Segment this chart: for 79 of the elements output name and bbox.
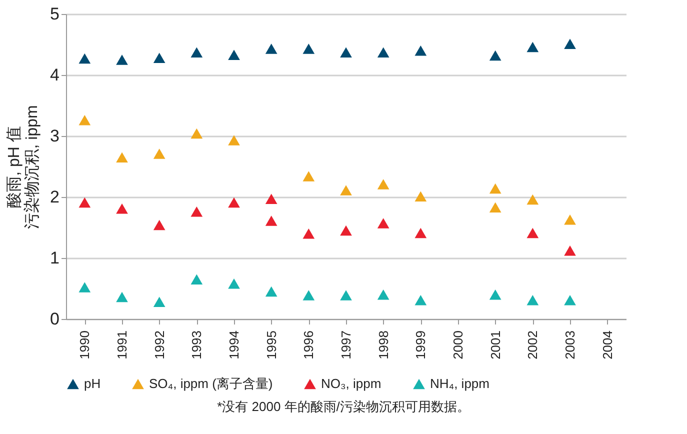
point <box>78 53 91 64</box>
point <box>228 278 240 289</box>
point <box>153 52 166 64</box>
point <box>116 54 128 65</box>
point <box>78 197 91 208</box>
point <box>302 228 315 239</box>
point <box>340 290 352 300</box>
legend-label: SO₄, ippm (离子含量) <box>149 376 273 391</box>
point <box>265 216 278 226</box>
x-tick-label: 1990 <box>77 330 92 360</box>
point <box>414 228 427 238</box>
point <box>116 292 128 302</box>
x-tick-label: 1999 <box>413 330 428 360</box>
point <box>526 228 539 238</box>
point <box>265 44 278 54</box>
point <box>526 294 539 306</box>
point <box>526 194 539 205</box>
legend-label: NO₃, ippm <box>321 376 382 391</box>
point <box>377 179 390 190</box>
point <box>116 203 128 214</box>
y-tick-label: 4 <box>50 66 60 84</box>
legend-label: pH <box>84 376 101 391</box>
x-tick-label: 2003 <box>562 330 578 360</box>
point <box>340 47 352 58</box>
x-tick-label: 1995 <box>264 330 279 360</box>
point <box>414 45 427 56</box>
y-tick-label: 5 <box>50 4 60 24</box>
point <box>78 282 91 292</box>
y-tick-label: 2 <box>50 188 60 206</box>
point <box>526 42 539 52</box>
text: *没有 2000 年的酸雨/污染物沉积可用数据。 <box>216 398 471 416</box>
y-tick-label: 3 <box>50 126 60 146</box>
x-tick-label: 1994 <box>226 330 242 360</box>
x-tick-label: 1996 <box>301 330 316 360</box>
x-tick-label: 1992 <box>152 330 167 360</box>
point <box>489 289 502 300</box>
y-tick-label: 0 <box>50 310 60 328</box>
point <box>564 38 576 50</box>
x-tick-label: 1991 <box>114 330 130 360</box>
point <box>265 194 278 204</box>
point <box>302 290 315 300</box>
point <box>190 128 203 139</box>
point <box>489 50 502 61</box>
x-tick-label: 1997 <box>338 330 354 360</box>
point <box>377 47 390 58</box>
point <box>340 225 352 236</box>
point <box>377 289 390 300</box>
x-tick-label: 1998 <box>376 330 391 360</box>
point <box>302 171 315 182</box>
legend-label: NH₄, ippm <box>430 376 490 391</box>
point <box>190 274 203 284</box>
point <box>564 294 576 306</box>
point <box>489 202 502 212</box>
point <box>153 148 166 159</box>
point <box>153 296 166 308</box>
y-axis-title: 酸雨, pH 值污染物沉积, ippm <box>5 105 42 229</box>
x-tick-label: 2000 <box>450 330 466 360</box>
point <box>564 214 576 225</box>
point <box>190 206 203 217</box>
x-tick-label: 2001 <box>488 330 503 360</box>
point <box>228 135 240 146</box>
x-tick-label: 2004 <box>600 330 615 360</box>
point <box>265 286 278 297</box>
point <box>377 218 390 228</box>
y-tick-label: 1 <box>50 248 60 268</box>
point <box>78 115 91 126</box>
point <box>414 191 427 202</box>
point <box>302 44 315 54</box>
point <box>414 294 427 306</box>
point <box>340 185 352 196</box>
point <box>564 246 576 256</box>
point <box>116 152 128 162</box>
x-tick-label: 2002 <box>525 330 540 360</box>
point <box>489 183 502 194</box>
point <box>153 220 166 230</box>
x-tick-label: 1993 <box>189 330 204 360</box>
point <box>190 47 203 58</box>
point <box>228 197 240 208</box>
point <box>228 50 240 60</box>
